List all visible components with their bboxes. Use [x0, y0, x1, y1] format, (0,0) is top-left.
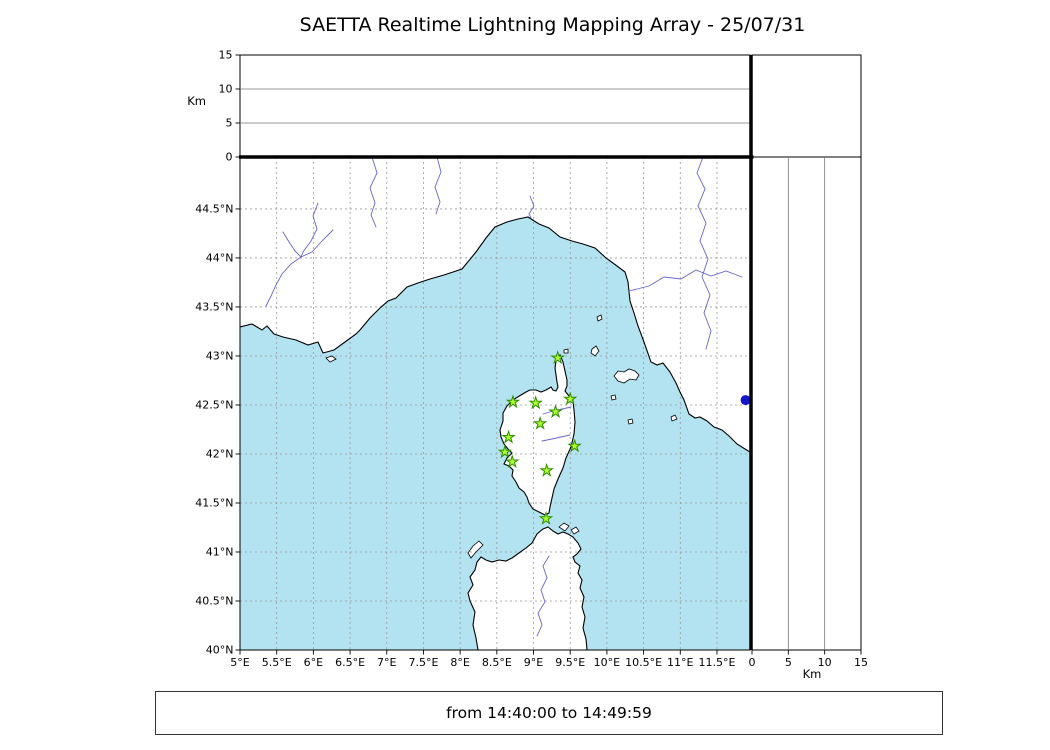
station-marker	[539, 462, 554, 477]
lat-tick-label: 40.5°N	[195, 594, 233, 607]
river	[528, 195, 535, 219]
lon-tick-label: 6°E	[304, 656, 323, 669]
sardinia-landmass	[468, 527, 587, 650]
lon-tick-label: 9.5°E	[555, 656, 585, 669]
island-coastline	[590, 345, 600, 357]
page-title: SAETTA Realtime Lightning Mapping Array …	[299, 14, 806, 36]
mainland-landmass	[240, 157, 750, 452]
island	[611, 395, 616, 400]
corsica-coastline	[499, 354, 576, 516]
corsica-landmass	[500, 355, 575, 515]
lat-tick-label: 42.5°N	[195, 398, 233, 411]
island-coastline	[325, 355, 337, 363]
lon-tick-label: 8.5°E	[482, 656, 512, 669]
island-coastline	[670, 414, 678, 422]
island	[614, 369, 639, 383]
alt-axis-unit-label: Km	[187, 94, 206, 108]
river	[536, 555, 550, 637]
lat-tick-label: 43.5°N	[195, 300, 233, 313]
island	[468, 541, 483, 558]
alt-tick-label: 10	[219, 83, 233, 96]
island	[628, 419, 633, 424]
map-panel	[240, 157, 750, 650]
lon-tick-label: 10°E	[594, 656, 620, 669]
alt-tick-label: 15	[219, 49, 233, 62]
alt-tick-label: 15	[854, 656, 868, 669]
alt-tick-label: 0	[749, 656, 756, 669]
lat-tick-label: 40°N	[206, 644, 234, 657]
station-marker	[538, 511, 554, 525]
lat-tick-label: 42°N	[206, 447, 234, 460]
lon-tick-label: 9°E	[524, 656, 543, 669]
lat-tick-label: 41°N	[206, 545, 234, 558]
time-range-label: from 14:40:00 to 14:49:59	[446, 704, 652, 722]
island-coastline	[627, 418, 634, 425]
lon-tick-label: 8°E	[450, 656, 469, 669]
lon-tick-label: 7.5°E	[408, 656, 438, 669]
altitude-lat-panel-frame	[751, 156, 862, 651]
island-coastline	[613, 368, 640, 384]
lon-tick-label: 5.5°E	[262, 656, 292, 669]
station-marker	[528, 395, 543, 410]
time-range-box: from 14:40:00 to 14:49:59	[155, 691, 943, 735]
river	[265, 229, 334, 307]
lat-tick-label: 44.5°N	[195, 202, 233, 215]
mainland-coastline	[240, 216, 750, 453]
station-marker	[567, 438, 582, 453]
alt-tick-label: 5	[226, 117, 233, 130]
lat-tick-label: 44°N	[206, 251, 234, 264]
station-marker	[501, 429, 516, 444]
lon-tick-label: 11.5°E	[699, 656, 736, 669]
river	[369, 157, 378, 228]
island-coastline	[563, 348, 569, 354]
island-coastline	[570, 526, 580, 535]
station-marker	[562, 391, 578, 406]
river	[696, 157, 712, 350]
alt-axis-unit-label: Km	[803, 667, 822, 681]
station-marker	[497, 444, 513, 459]
river	[628, 269, 743, 292]
alt-tick-label: 0	[226, 151, 233, 164]
alt-tick-label: 5	[785, 656, 792, 669]
river	[282, 231, 302, 258]
lon-tick-label: 10.5°E	[625, 656, 662, 669]
lon-tick-label: 6.5°E	[335, 656, 365, 669]
lon-tick-label: 7°E	[377, 656, 396, 669]
lightning-detection-point	[740, 395, 750, 406]
histogram-box-frame	[751, 54, 862, 158]
river	[434, 157, 442, 215]
alt-tick-label: 10	[818, 656, 832, 669]
island-coastline	[596, 314, 603, 322]
station-marker	[504, 454, 520, 469]
river	[541, 434, 571, 442]
station-marker	[550, 350, 565, 365]
altitude-lon-panel-frame	[239, 54, 751, 158]
station-marker	[532, 416, 548, 430]
sardinia-coastline	[467, 526, 588, 650]
station-marker	[548, 404, 563, 419]
station-marker	[505, 394, 521, 409]
island-coastline	[558, 522, 570, 532]
island-coastline	[610, 394, 617, 401]
lon-tick-label: 5°E	[230, 656, 249, 669]
river	[300, 202, 319, 258]
lat-tick-label: 43°N	[206, 349, 234, 362]
lat-tick-label: 41.5°N	[195, 496, 233, 509]
lon-tick-label: 11°E	[667, 656, 693, 669]
island-coastline	[467, 540, 484, 559]
